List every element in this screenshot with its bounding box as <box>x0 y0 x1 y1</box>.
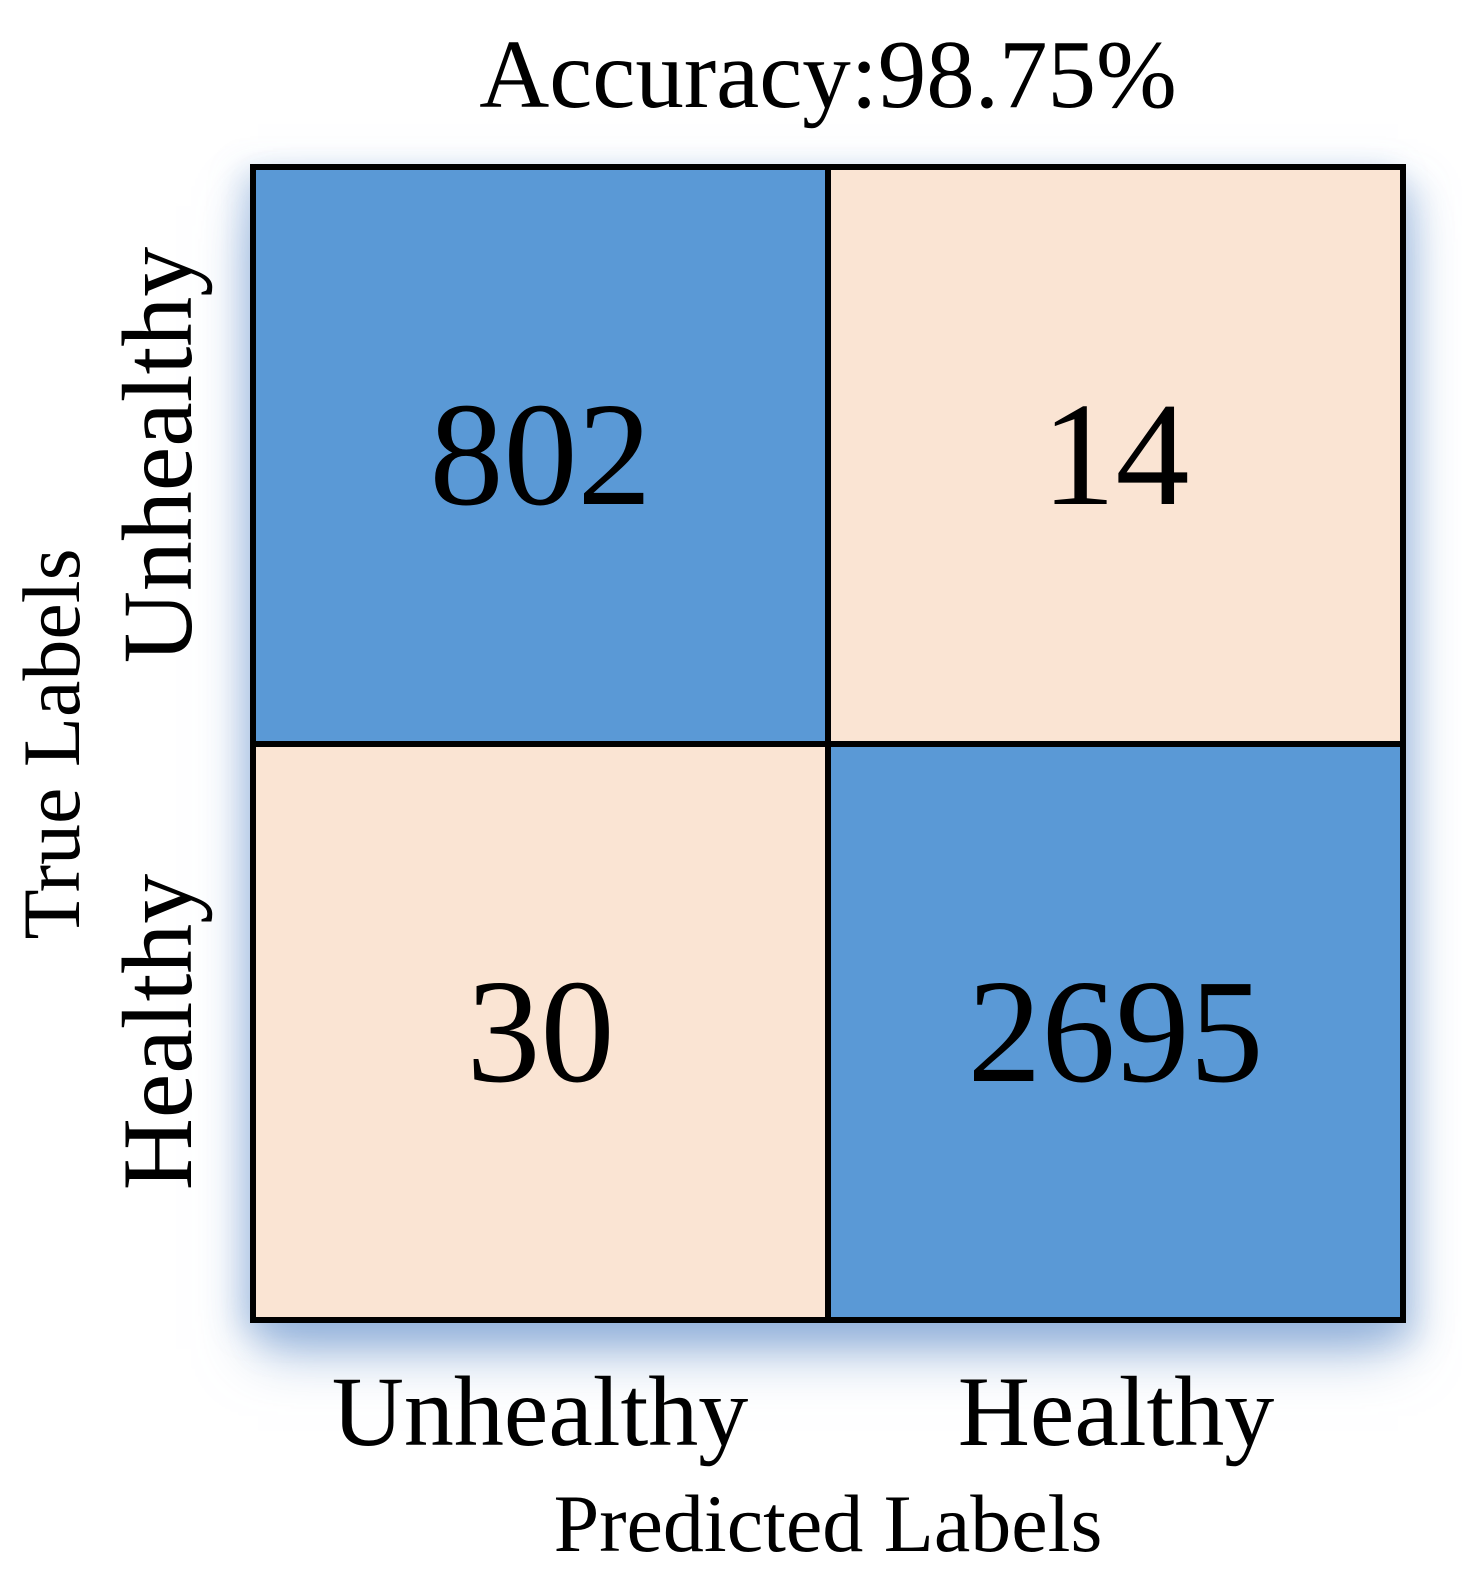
cell-true-unhealthy-pred-healthy: 14 <box>831 170 1400 741</box>
cell-true-unhealthy-pred-unhealthy: 802 <box>256 170 825 741</box>
cell-true-healthy-pred-healthy: 2695 <box>831 746 1400 1317</box>
y-axis-label: True Labels <box>6 548 97 940</box>
cell-true-healthy-pred-unhealthy: 30 <box>256 746 825 1317</box>
y-tick-unhealthy: Unhealthy <box>102 246 213 664</box>
x-axis-label: Predicted Labels <box>553 1478 1103 1569</box>
confusion-matrix-grid: 802 14 30 2695 <box>250 164 1406 1323</box>
x-tick-unhealthy: Unhealthy <box>331 1356 749 1467</box>
chart-title: Accuracy:98.75% <box>479 21 1177 128</box>
y-tick-healthy: Healthy <box>102 873 213 1191</box>
x-tick-healthy: Healthy <box>957 1356 1275 1467</box>
